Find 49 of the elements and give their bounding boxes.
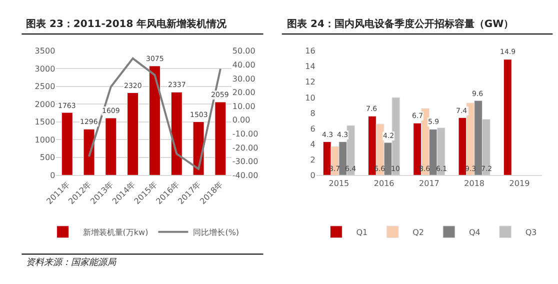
bar [61,112,73,176]
legend-label: 同比增长(%) [193,228,240,238]
chart-title: 图表 24：国内风电设备季度公开招标容量（GW） [287,18,514,30]
bar [83,128,95,176]
x-tick-label: 2019 [509,178,530,188]
y2-tick-label: -30.00 [232,157,258,166]
bar [149,66,160,176]
y-tick-label: 2 [310,155,316,164]
x-tick-label: 2017 [419,178,440,188]
y-tick-label: 8 [310,108,316,118]
y2-tick-label: -40.00 [232,170,258,180]
bar [170,92,182,176]
y-tick-label: 12 [305,78,316,87]
y2-tick-label: 30.00 [232,74,256,84]
y-tick-label: 1500 [34,118,56,127]
y-tick-label: 3000 [34,64,56,74]
legend-label: Q4 [468,228,480,238]
y-tick-label: 3500 [34,46,56,56]
legend-label: Q1 [356,228,368,238]
y-tick-label: 6 [310,124,316,134]
y2-tick-label: 0.00 [232,116,250,125]
chart-title: 图表 23：2011-2018 年风电新增装机情况 [26,18,228,30]
bar [214,102,226,176]
legend-label: 新增装机量(万kw) [82,228,148,238]
y2-tick-label: 40.00 [232,60,256,70]
y-tick-label: 500 [40,153,56,162]
legend-label: Q3 [525,228,537,238]
y-tick-label: 1000 [34,135,56,144]
y-tick-label: 2000 [34,100,56,109]
y-tick-label: 16 [305,46,316,56]
x-tick-label: 2018 [464,178,485,188]
y-tick-label: 4 [310,140,316,149]
y2-tick-label: -10.00 [232,130,258,139]
y2-tick-label: 50.00 [232,46,256,56]
y2-tick-label: 10.00 [232,102,256,111]
y2-tick-label: -20.00 [232,143,258,152]
y-tick-label: 10 [305,93,316,102]
y-tick-label: 2500 [34,82,56,92]
y2-tick-label: 20.00 [232,88,256,98]
x-tick-label: 2015 [328,178,350,188]
bar [105,118,117,176]
bar [503,59,512,176]
y-tick-label: 0 [310,170,316,180]
x-tick-label: 2016 [374,178,394,188]
y-tick-label: 14 [305,62,316,72]
y-tick-label: 0 [50,170,56,180]
bar [127,92,139,176]
text: 资料来源：国家能源局 [26,257,117,268]
legend-label: Q2 [412,228,424,238]
